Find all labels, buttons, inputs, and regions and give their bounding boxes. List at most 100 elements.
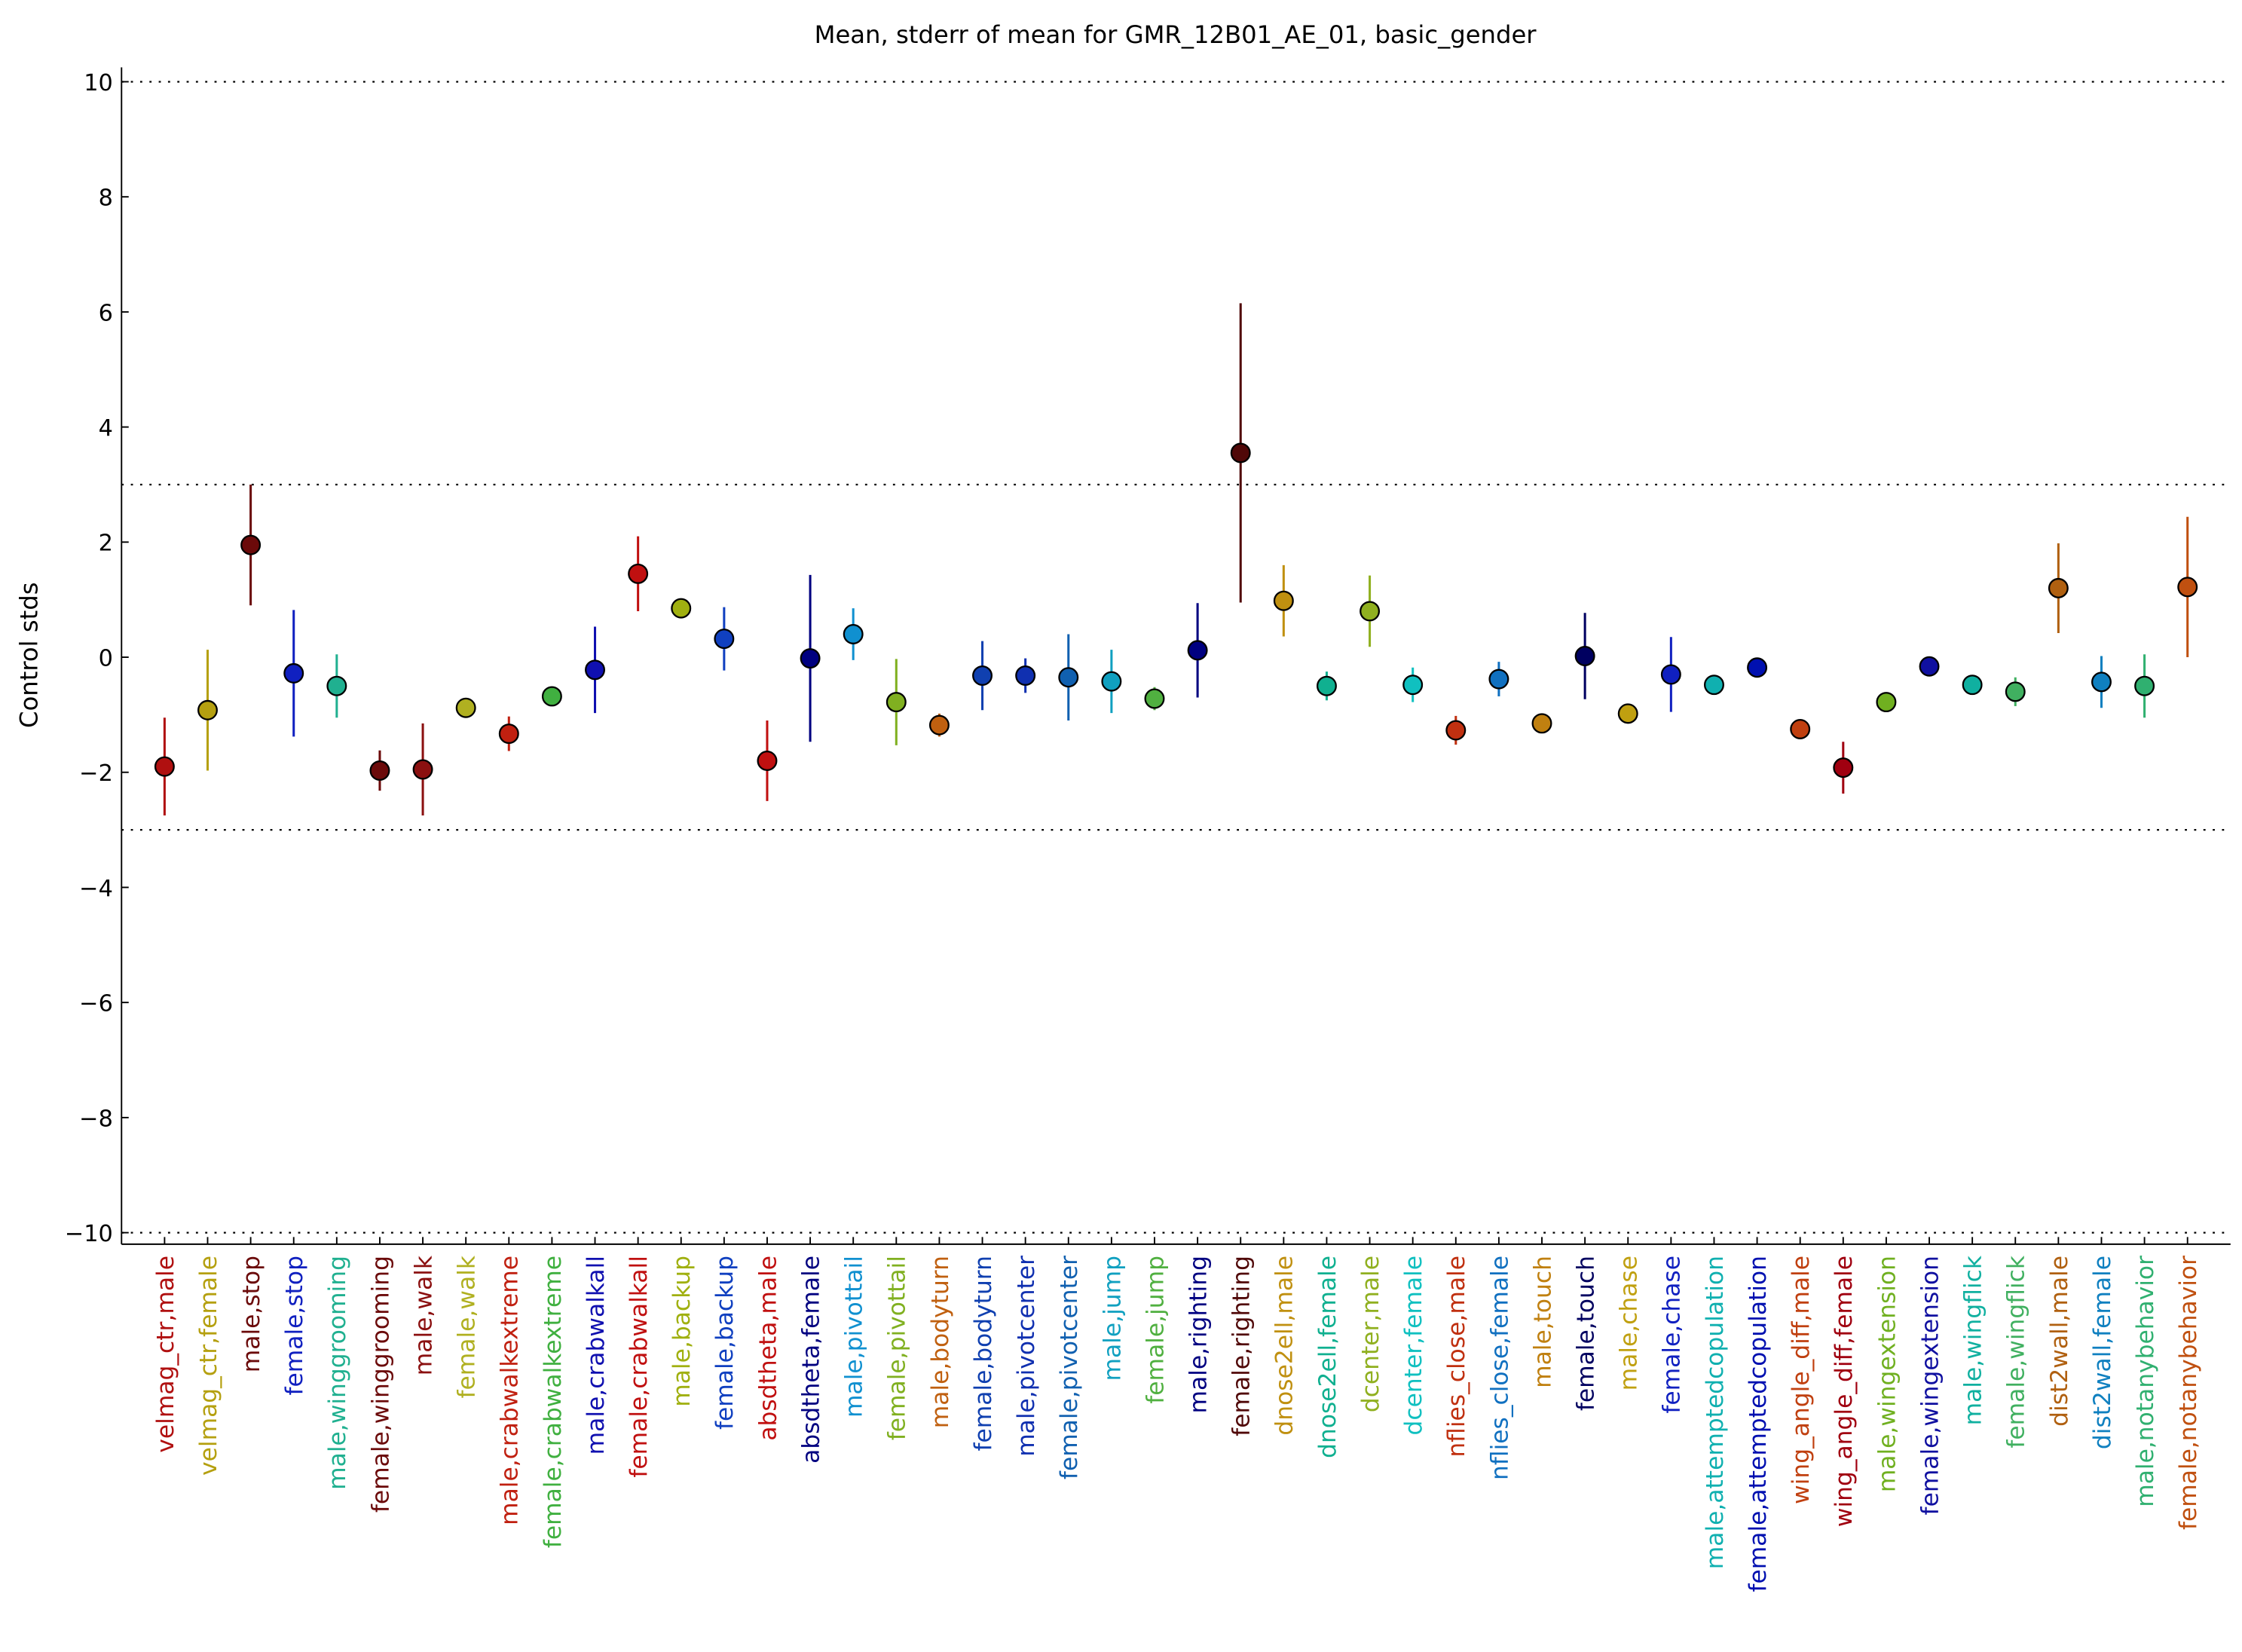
- mean-marker: [1876, 692, 1897, 713]
- x-tick-label: male,pivottail: [841, 1256, 868, 1418]
- mean-marker: [972, 665, 993, 686]
- x-tick-label: male,chase: [1616, 1256, 1643, 1390]
- mean-marker: [1273, 590, 1294, 611]
- mean-marker: [2048, 577, 2069, 598]
- mean-marker: [1015, 665, 1036, 686]
- x-tick-label: male,wingflick: [1960, 1255, 1987, 1425]
- mean-marker: [2091, 672, 2112, 693]
- mean-marker: [1101, 671, 1122, 692]
- x-tick-label: wing_angle_diff,female: [1831, 1256, 1858, 1527]
- y-tick-label: 2: [99, 531, 113, 557]
- x-tick-label: female,pivottail: [884, 1256, 911, 1440]
- y-axis-label: Control stds: [14, 582, 43, 728]
- mean-marker: [1058, 667, 1079, 688]
- x-tick-label: female,touch: [1573, 1256, 1600, 1411]
- x-tick-label: wing_angle_diff,male: [1788, 1256, 1815, 1504]
- mean-marker: [2177, 577, 2198, 598]
- mean-marker: [1617, 703, 1638, 724]
- y-tick-label: −8: [79, 1106, 113, 1132]
- y-tick-label: −4: [79, 876, 113, 902]
- mean-marker: [757, 750, 778, 771]
- y-tick-label: −2: [79, 760, 113, 787]
- x-tick-label: male,pivotcenter: [1013, 1256, 1040, 1457]
- x-tick-label: male,wingextension: [1873, 1256, 1901, 1492]
- x-tick-label: female,chase: [1659, 1256, 1686, 1414]
- mean-marker: [541, 686, 562, 707]
- x-tick-label: male,crabwalkall: [583, 1256, 610, 1455]
- mean-marker: [369, 760, 390, 781]
- mean-marker: [326, 675, 347, 696]
- x-tick-label: female,attemptedcopulation: [1745, 1256, 1772, 1592]
- x-tick-label: male,backup: [668, 1256, 696, 1407]
- y-tick-label: 6: [99, 300, 113, 326]
- mean-marker: [928, 714, 950, 736]
- x-tick-label: female,walk: [454, 1255, 481, 1398]
- y-tick-label: 10: [84, 70, 113, 96]
- x-tick-label: dcenter,male: [1357, 1256, 1384, 1412]
- x-tick-label: female,crabwalkextreme: [540, 1256, 567, 1548]
- mean-marker: [1230, 442, 1251, 463]
- mean-marker: [671, 598, 692, 619]
- mean-marker: [628, 563, 649, 584]
- x-tick-label: male,stop: [238, 1256, 265, 1372]
- x-tick-label: dist2wall,female: [2089, 1256, 2116, 1449]
- x-tick-label: female,winggrooming: [367, 1256, 394, 1513]
- x-tick-label: dnose2ell,female: [1314, 1256, 1341, 1458]
- x-tick-label: female,bodyturn: [970, 1256, 997, 1452]
- x-tick-label: nflies_close,male: [1443, 1256, 1470, 1458]
- mean-marker: [2134, 675, 2155, 696]
- y-tick-label: −6: [79, 991, 113, 1017]
- mean-marker: [1531, 713, 1552, 734]
- x-tick-label: male,jump: [1099, 1256, 1126, 1381]
- mean-marker: [1660, 664, 1681, 685]
- mean-marker: [1962, 675, 1983, 696]
- mean-marker: [800, 648, 821, 669]
- x-tick-label: female,crabwalkall: [625, 1256, 653, 1478]
- y-tick-label: −10: [65, 1221, 113, 1247]
- y-tick-label: 0: [99, 645, 113, 672]
- x-tick-label: female,wingextension: [1916, 1256, 1944, 1515]
- x-tick-label: female,jump: [1142, 1256, 1169, 1404]
- x-tick-label: male,touch: [1529, 1256, 1556, 1388]
- mean-marker: [154, 756, 175, 777]
- mean-marker: [1747, 657, 1768, 678]
- mean-marker: [1360, 601, 1381, 622]
- mean-marker: [1445, 720, 1467, 741]
- mean-marker: [843, 624, 864, 644]
- mean-marker: [498, 724, 519, 745]
- x-tick-label: male,righting: [1185, 1256, 1212, 1414]
- x-tick-label: female,wingflick: [2003, 1255, 2030, 1448]
- x-tick-label: dnose2ell,male: [1271, 1256, 1298, 1436]
- x-tick-label: male,attemptedcopulation: [1702, 1256, 1729, 1569]
- mean-marker: [1187, 640, 1208, 661]
- y-tick-label: 8: [99, 185, 113, 212]
- chart-title: Mean, stderr of mean for GMR_12B01_AE_01…: [815, 20, 1537, 49]
- x-tick-label: male,notanybehavior: [2132, 1256, 2159, 1507]
- x-tick-label: dist2wall,male: [2046, 1256, 2073, 1427]
- x-tick-label: female,righting: [1228, 1256, 1256, 1436]
- x-tick-label: velmag_ctr,female: [195, 1256, 222, 1476]
- x-tick-label: male,bodyturn: [927, 1256, 954, 1428]
- mean-marker: [1574, 646, 1595, 666]
- x-tick-label: female,backup: [711, 1256, 739, 1430]
- x-tick-label: female,notanybehavior: [2175, 1256, 2202, 1530]
- mean-marker: [240, 534, 262, 555]
- mean-marker: [585, 659, 605, 681]
- x-tick-label: male,crabwalkextreme: [497, 1256, 524, 1525]
- x-tick-label: male,winggrooming: [324, 1256, 351, 1490]
- mean-marker: [1144, 688, 1165, 709]
- mean-marker: [714, 629, 735, 650]
- mean-marker: [197, 699, 218, 720]
- mean-marker: [412, 759, 433, 780]
- y-tick-label: 4: [99, 415, 113, 442]
- mean-marker: [1790, 718, 1811, 739]
- mean-marker: [455, 697, 476, 718]
- x-tick-label: velmag_ctr,male: [152, 1256, 179, 1453]
- x-tick-label: absdtheta,female: [797, 1256, 824, 1464]
- x-tick-label: female,pivotcenter: [1056, 1256, 1083, 1479]
- x-tick-label: absdtheta,male: [754, 1256, 781, 1441]
- x-tick-label: female,stop: [281, 1256, 308, 1395]
- mean-marker: [283, 662, 304, 684]
